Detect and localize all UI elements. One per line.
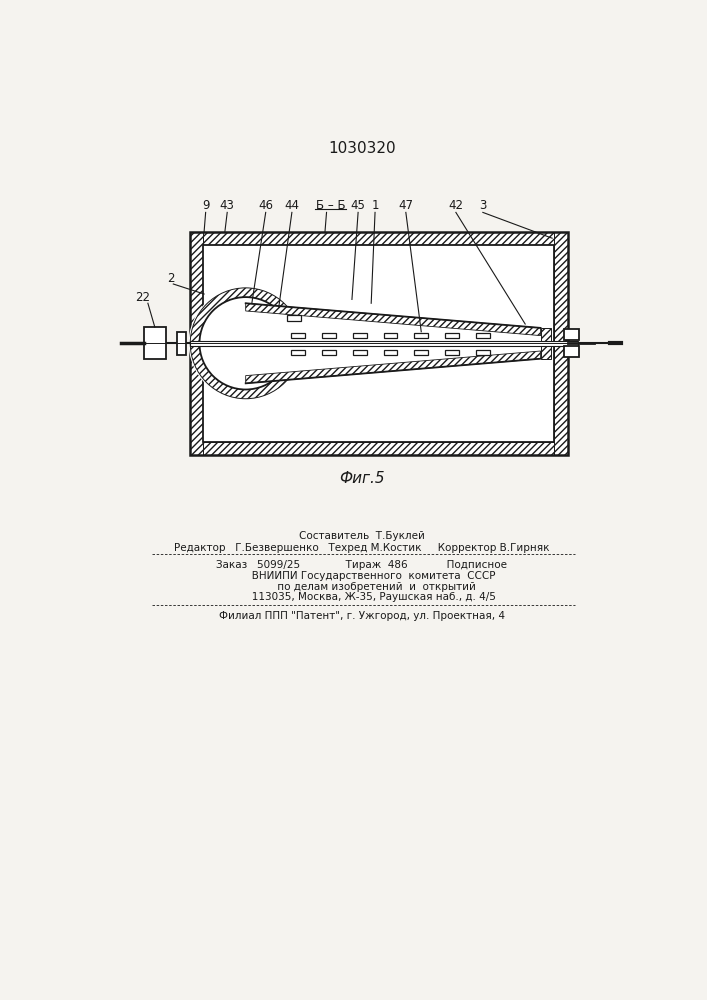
Circle shape	[199, 297, 292, 389]
Bar	[144, 327, 165, 359]
Text: 1: 1	[371, 199, 379, 212]
Bar	[445, 350, 459, 355]
Text: Заказ   5099/25              Тираж  486            Подписное: Заказ 5099/25 Тираж 486 Подписное	[216, 560, 508, 570]
Bar	[190, 232, 568, 245]
Bar	[414, 333, 428, 338]
Text: Б – Б: Б – Б	[315, 199, 345, 212]
Polygon shape	[246, 303, 541, 383]
Text: ВНИИПИ Государственного  комитета  СССР: ВНИИПИ Государственного комитета СССР	[228, 571, 495, 581]
Bar	[353, 333, 366, 338]
Bar	[353, 350, 366, 355]
Bar	[476, 333, 490, 338]
Bar	[563, 346, 579, 357]
Bar	[204, 245, 554, 442]
Bar	[383, 333, 397, 338]
Bar	[563, 329, 579, 340]
Text: 44: 44	[284, 199, 299, 212]
Text: 9: 9	[202, 199, 209, 212]
Bar	[190, 341, 578, 346]
Bar	[414, 350, 428, 355]
Bar	[541, 328, 551, 359]
Bar	[190, 232, 204, 455]
Text: Редактор   Г.Безвершенко   Техред М.Костик     Корректор В.Гирняк: Редактор Г.Безвершенко Техред М.Костик К…	[174, 543, 550, 553]
Polygon shape	[246, 351, 541, 383]
Bar	[190, 442, 568, 455]
Text: 43: 43	[220, 199, 235, 212]
Text: по делам изобретений  и  открытий: по делам изобретений и открытий	[248, 582, 476, 592]
Bar	[476, 350, 490, 355]
Text: Филиал ППП "Патент", г. Ужгород, ул. Проектная, 4: Филиал ППП "Патент", г. Ужгород, ул. Про…	[219, 611, 505, 621]
Bar	[287, 315, 301, 321]
Bar	[177, 332, 187, 355]
Bar	[291, 350, 305, 355]
Bar	[445, 333, 459, 338]
Bar	[383, 350, 397, 355]
Circle shape	[189, 286, 303, 400]
Polygon shape	[246, 303, 541, 336]
Text: 46: 46	[258, 199, 273, 212]
Text: Составитель  Т.Буклей: Составитель Т.Буклей	[299, 531, 425, 541]
Text: Фиг.5: Фиг.5	[339, 471, 385, 486]
Text: 42: 42	[448, 199, 463, 212]
Text: 3: 3	[479, 199, 486, 212]
Bar	[322, 333, 336, 338]
Bar	[554, 232, 568, 455]
Bar	[190, 232, 568, 455]
Text: 2: 2	[168, 272, 175, 285]
Text: 45: 45	[351, 199, 366, 212]
Bar	[190, 232, 568, 455]
Text: 47: 47	[398, 199, 414, 212]
Bar	[291, 333, 305, 338]
Text: 1030320: 1030320	[328, 141, 396, 156]
Bar	[322, 350, 336, 355]
Text: 113035, Москва, Ж-35, Раушская наб., д. 4/5: 113035, Москва, Ж-35, Раушская наб., д. …	[228, 592, 496, 602]
Text: 22: 22	[135, 291, 150, 304]
